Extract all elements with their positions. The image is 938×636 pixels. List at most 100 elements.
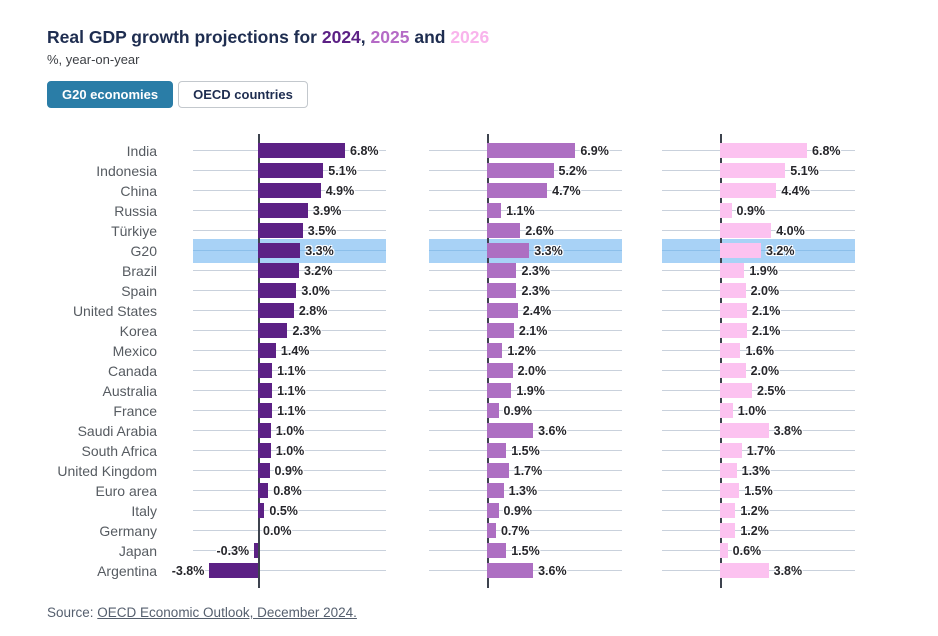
axis-baseline <box>258 133 260 588</box>
bar-2025 <box>487 163 554 179</box>
chart-row: Russia 3.9% 1.1% 0.9% <box>47 201 855 221</box>
value-label: 0.9% <box>736 203 766 218</box>
tab-g20-economies[interactable]: G20 economies <box>47 80 174 108</box>
gridline <box>193 410 386 412</box>
source-prefix: Source: <box>47 604 98 620</box>
chart-row: South Africa 1.0% 1.5% 1.7% <box>47 441 855 461</box>
chart-cell-2025: 0.7% <box>429 521 622 541</box>
chart-cell-2026: 4.0% <box>662 221 855 241</box>
country-label: Germany <box>99 522 157 539</box>
bar-2024 <box>258 163 324 179</box>
bar-2025 <box>487 543 507 559</box>
chart-cell-2025: 1.5% <box>429 441 622 461</box>
value-label: 1.0% <box>275 423 305 438</box>
value-label: 0.5% <box>269 503 298 518</box>
gridline <box>662 290 855 292</box>
chart-cell-2025: 2.3% <box>429 281 622 301</box>
chart-row: Indonesia 5.1% 5.2% 5.1% <box>47 161 855 181</box>
source-link[interactable]: OECD Economic Outlook, December 2024. <box>97 604 357 620</box>
gridline <box>429 270 622 272</box>
chart-row: India 6.8% 6.9% 6.8% <box>47 141 855 161</box>
value-label: 0.8% <box>273 483 302 498</box>
bar-2026 <box>720 243 761 259</box>
value-label: 1.3% <box>508 483 538 498</box>
chart-row: Euro area 0.8% 1.3% 1.5% <box>47 481 855 501</box>
bar-2025 <box>487 243 530 259</box>
bar-2024 <box>258 403 273 419</box>
tab-oecd-countries[interactable]: OECD countries <box>178 80 308 108</box>
bar-2024 <box>258 303 294 319</box>
gridline <box>193 390 386 392</box>
bar-2024 <box>258 463 270 479</box>
value-label: 2.1% <box>751 323 781 338</box>
chart-cell-2024: 1.1% <box>193 361 386 381</box>
chart-cell-2024: 2.8% <box>193 301 386 321</box>
value-label: 1.1% <box>277 383 306 398</box>
chart-cell-2026: 2.1% <box>662 301 855 321</box>
chart-subtitle: %, year-on-year <box>47 51 140 67</box>
chart-cell-2025: 2.0% <box>429 361 622 381</box>
bar-2024 <box>258 223 303 239</box>
value-label: 2.0% <box>750 363 780 378</box>
bar-2025 <box>487 423 534 439</box>
value-label: 1.7% <box>746 443 776 458</box>
bar-2024 <box>258 363 273 379</box>
chart-cell-2025: 2.3% <box>429 261 622 281</box>
country-label: Japan <box>118 542 157 559</box>
bar-2024 <box>254 543 258 559</box>
bar-2026 <box>720 463 737 479</box>
gridline <box>429 550 622 552</box>
bar-2025 <box>487 343 503 359</box>
gridline <box>193 450 386 452</box>
value-label: 1.5% <box>511 443 540 458</box>
country-label: China <box>120 182 157 199</box>
chart-cell-2024: 3.3% <box>193 238 386 263</box>
value-label: 1.2% <box>740 503 769 518</box>
chart-cell-2026: 6.8% <box>662 141 855 161</box>
value-label: 4.0% <box>776 223 805 238</box>
value-label: 5.1% <box>790 163 819 178</box>
country-label: South Africa <box>81 442 158 459</box>
gridline <box>662 490 855 492</box>
value-label: 1.4% <box>280 343 310 358</box>
value-label: 4.9% <box>325 183 355 198</box>
chart-row: Argentina -3.8% 3.6% 3.8% <box>47 561 855 581</box>
chart-cell-2026: 2.0% <box>662 361 855 381</box>
gridline <box>193 570 386 572</box>
bar-2026 <box>720 203 732 219</box>
chart-row: Australia 1.1% 1.9% 2.5% <box>47 381 855 401</box>
gridline <box>662 210 855 212</box>
chart-cell-2026: 4.4% <box>662 181 855 201</box>
gridline <box>662 310 855 312</box>
bar-2026 <box>720 503 736 519</box>
value-label: 4.4% <box>781 183 810 198</box>
value-label: 1.7% <box>513 463 543 478</box>
country-label: Türkiye <box>111 222 157 239</box>
chart-cell-2025: 0.9% <box>429 401 622 421</box>
gridline <box>429 350 622 352</box>
value-label: 1.0% <box>275 443 305 458</box>
chart-cell-2024: 1.1% <box>193 401 386 421</box>
value-label: 2.5% <box>757 383 786 398</box>
country-label: G20 <box>130 242 157 259</box>
bar-2024 <box>258 283 297 299</box>
gridline <box>429 370 622 372</box>
value-label: 1.5% <box>511 543 540 558</box>
value-label: 2.1% <box>751 303 781 318</box>
country-label: Brazil <box>121 262 157 279</box>
chart-cell-2026: 1.5% <box>662 481 855 501</box>
title-year-2025: 2025 <box>370 27 410 47</box>
chart-cell-2025: 2.4% <box>429 301 622 321</box>
value-label: 3.6% <box>538 563 567 578</box>
value-label: 4.7% <box>552 183 581 198</box>
bar-2026 <box>720 523 736 539</box>
country-label: Spain <box>121 282 157 299</box>
chart-cell-2024: 3.0% <box>193 281 386 301</box>
gridline <box>662 510 855 512</box>
gridline <box>662 410 855 412</box>
chart-row: France 1.1% 0.9% 1.0% <box>47 401 855 421</box>
chart-cell-2024: 1.4% <box>193 341 386 361</box>
country-label: Canada <box>107 362 157 379</box>
chart-row: United Kingdom 0.9% 1.7% 1.3% <box>47 461 855 481</box>
bar-2025 <box>487 383 512 399</box>
